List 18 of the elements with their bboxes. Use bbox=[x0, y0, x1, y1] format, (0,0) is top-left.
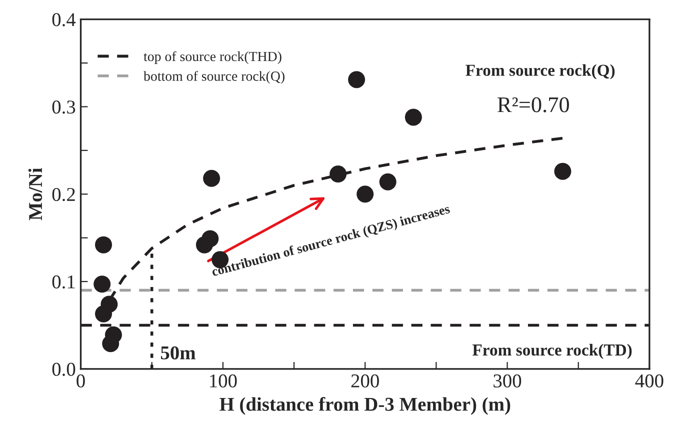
y-axis-title: Mo/Ni bbox=[28, 168, 42, 220]
x-tick-label: 300 bbox=[494, 374, 522, 388]
x-tick-label: 400 bbox=[635, 374, 664, 388]
x-tick-label: 200 bbox=[351, 374, 379, 388]
x-tick-label: 0 bbox=[76, 374, 85, 388]
y-tick-label: 0.3 bbox=[52, 100, 76, 114]
annotation: 50m bbox=[160, 346, 196, 360]
annotation: From source rock(Q) bbox=[466, 64, 615, 80]
legend-label: top of source rock(THD) bbox=[144, 51, 282, 64]
y-tick-label: 0.2 bbox=[52, 188, 75, 202]
annotation: From source rock(TD) bbox=[472, 344, 632, 360]
y-tick-label: 0.0 bbox=[52, 362, 76, 376]
x-axis-title: H (distance from D-3 Member) (m) bbox=[220, 396, 510, 415]
y-tick-label: 0.4 bbox=[52, 13, 76, 26]
annotation: R²=0.70 bbox=[498, 97, 569, 112]
y-tick-label: 0.1 bbox=[52, 275, 75, 289]
legend-label: bottom of source rock(Q) bbox=[144, 70, 284, 84]
x-tick-label: 100 bbox=[210, 374, 237, 388]
